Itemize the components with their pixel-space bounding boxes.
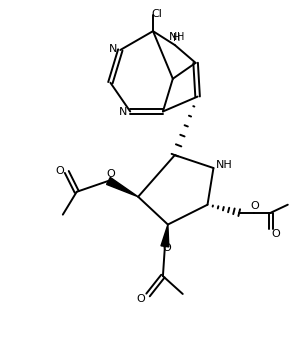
Text: O: O [163,243,171,254]
Text: O: O [137,294,145,304]
Text: O: O [106,169,115,179]
Text: O: O [272,230,280,239]
Text: Cl: Cl [152,9,162,19]
Text: N: N [119,107,128,118]
Polygon shape [107,177,138,197]
Text: O: O [55,166,64,176]
Text: O: O [251,201,259,211]
Text: N: N [169,32,177,42]
Text: H: H [177,32,184,42]
Polygon shape [161,224,169,247]
Text: N: N [109,44,118,54]
Text: NH: NH [216,160,233,170]
Text: H: H [173,33,180,43]
